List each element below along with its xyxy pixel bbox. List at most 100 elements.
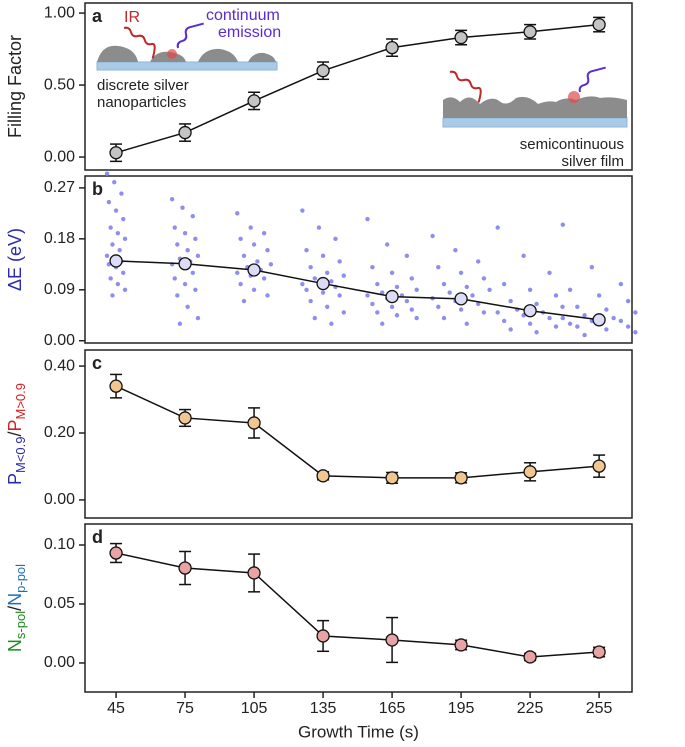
annotation: nanoparticles xyxy=(97,94,186,111)
ir-arrow xyxy=(449,70,482,103)
data-point xyxy=(190,213,196,219)
y-axis-label: PM<0.9/PM>0.9 xyxy=(5,383,29,485)
y-axis-label-part: N xyxy=(5,593,25,606)
y-axis-label-part: M>0.9 xyxy=(13,383,28,420)
data-point xyxy=(534,301,539,307)
data-point xyxy=(589,264,595,270)
nanoparticles xyxy=(97,45,276,62)
data-point xyxy=(495,310,500,315)
y-axis-label-part: P xyxy=(5,419,25,431)
data-point xyxy=(261,230,267,236)
data-point xyxy=(182,281,188,287)
data-point xyxy=(185,247,190,253)
data-point xyxy=(119,191,124,196)
data-point xyxy=(304,247,309,253)
marker xyxy=(523,304,537,318)
data-point xyxy=(625,298,631,304)
data-point xyxy=(190,270,196,276)
data-point xyxy=(121,270,126,276)
panel-frame xyxy=(84,349,633,519)
data-point xyxy=(458,307,464,312)
y-tick-label: 0.18 xyxy=(44,230,75,247)
marker xyxy=(109,254,123,268)
data-point xyxy=(115,281,121,287)
data-point xyxy=(265,247,270,253)
data-point xyxy=(110,242,115,247)
data-point xyxy=(521,253,526,259)
y-tick-label: 0.50 xyxy=(44,76,75,93)
data-point xyxy=(248,225,253,230)
marker xyxy=(316,276,330,291)
data-point xyxy=(261,276,267,281)
data-point xyxy=(633,330,638,335)
film xyxy=(443,96,627,118)
marker xyxy=(454,638,468,652)
data-point xyxy=(618,318,624,324)
data-point xyxy=(193,287,198,292)
connector-line xyxy=(115,23,600,154)
data-point xyxy=(508,298,513,304)
data-point xyxy=(122,287,128,292)
data-point xyxy=(475,259,481,264)
data-point xyxy=(414,287,419,292)
illustration-left xyxy=(96,22,278,71)
emission-arrow xyxy=(176,22,204,49)
marker xyxy=(592,313,606,327)
data-point xyxy=(389,270,395,276)
data-point xyxy=(625,324,631,329)
x-tick-label: 195 xyxy=(448,700,475,717)
data-point xyxy=(172,276,177,281)
marker xyxy=(178,561,192,575)
data-point xyxy=(527,321,533,326)
data-point xyxy=(365,216,370,222)
marker xyxy=(109,379,123,393)
annotation: discrete silver xyxy=(97,77,189,94)
data-point xyxy=(122,236,128,242)
marker xyxy=(523,650,537,664)
data-point xyxy=(547,315,552,321)
data-point xyxy=(251,242,257,247)
data-point xyxy=(320,253,326,259)
data-point xyxy=(567,321,573,326)
panel-label: a xyxy=(92,6,103,26)
data-point xyxy=(241,298,247,304)
data-point xyxy=(404,253,410,259)
data-point xyxy=(304,287,309,292)
y-tick-label: 0.00 xyxy=(44,491,75,508)
data-point xyxy=(527,287,533,292)
data-point xyxy=(404,298,410,304)
data-point xyxy=(375,310,380,315)
marker xyxy=(385,471,399,485)
data-point xyxy=(604,307,609,312)
data-point xyxy=(235,270,240,276)
data-point xyxy=(108,276,113,281)
marker xyxy=(316,64,330,78)
y-tick-label: 1.00 xyxy=(44,4,75,21)
data-point xyxy=(575,304,580,309)
data-point xyxy=(241,253,247,259)
data-point xyxy=(560,222,566,227)
marker xyxy=(316,629,330,643)
marker xyxy=(316,469,330,483)
data-point xyxy=(341,310,346,315)
y-axis-label-part: s-pol xyxy=(13,611,28,639)
data-point xyxy=(329,321,334,326)
data-point xyxy=(175,293,180,298)
y-tick-label: 0.00 xyxy=(44,654,75,671)
annotation: silver film xyxy=(562,153,625,170)
emission-arrow xyxy=(578,66,606,93)
data-point xyxy=(409,307,414,312)
data-point xyxy=(394,284,400,290)
y-axis-label: Filling Factor xyxy=(5,35,25,138)
marker xyxy=(592,17,606,32)
x-tick-label: 135 xyxy=(310,700,337,717)
illustration-right xyxy=(442,66,628,128)
data-point xyxy=(169,197,175,202)
data-point xyxy=(436,264,441,270)
data-point xyxy=(384,242,390,247)
data-point xyxy=(308,264,313,270)
data-point xyxy=(389,304,395,309)
data-point xyxy=(300,208,305,213)
data-point xyxy=(633,310,638,315)
